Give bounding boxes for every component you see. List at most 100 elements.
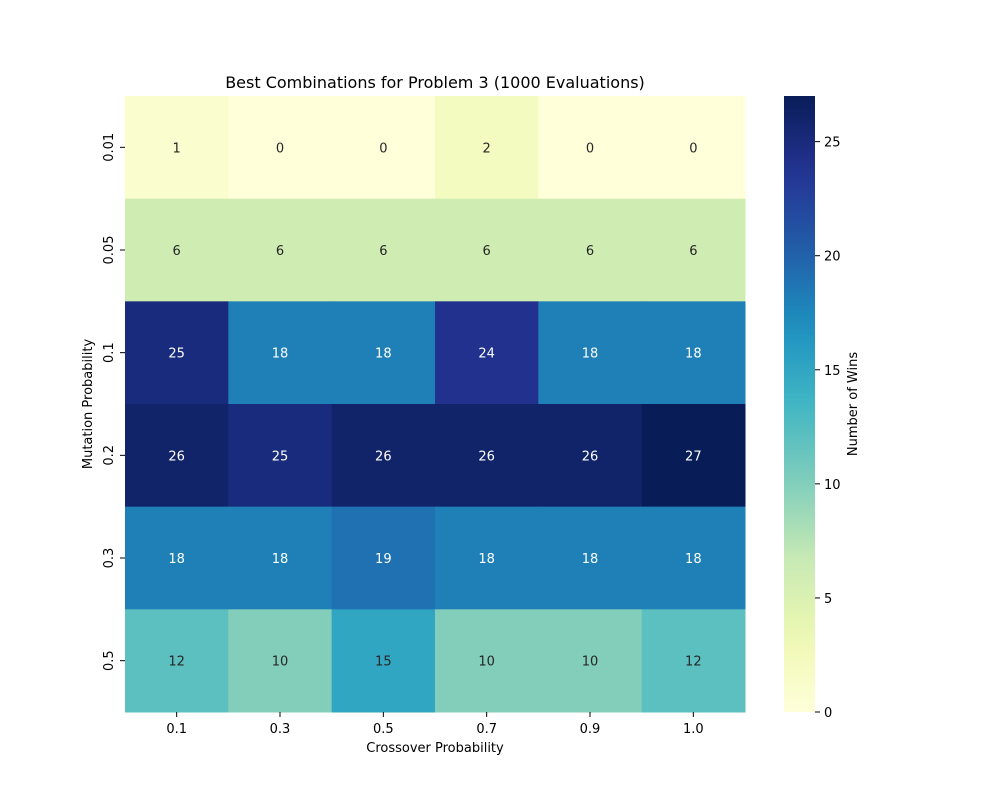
colorbar-tick-label: 15 [824, 364, 841, 379]
x-tick-label: 0.1 [166, 722, 187, 737]
heatmap-cell [538, 506, 643, 610]
cell-value-label: 15 [375, 655, 392, 670]
cell-value-label: 0 [586, 141, 594, 156]
heatmap-cell [331, 609, 436, 713]
heatmap-cell [125, 609, 229, 713]
heatmap-cell [641, 198, 746, 302]
cell-value-label: 2 [483, 141, 491, 156]
y-tick-label: 0.3 [102, 548, 117, 569]
cell-value-label: 6 [483, 244, 491, 259]
x-tick-label: 0.3 [270, 722, 291, 737]
x-tick-label: 0.7 [476, 722, 497, 737]
cell-value-label: 10 [582, 655, 599, 670]
heatmap-cell [331, 301, 436, 405]
heatmap-cell [125, 404, 229, 508]
cell-value-label: 18 [272, 552, 289, 567]
heatmap-cell [228, 609, 333, 713]
cell-value-label: 6 [379, 244, 387, 259]
heatmap-cell [641, 301, 746, 405]
cell-value-label: 19 [375, 552, 392, 567]
heatmap-cell [125, 96, 229, 200]
y-tick-label: 0.01 [102, 133, 117, 162]
cell-value-label: 18 [272, 347, 289, 362]
y-tick-label: 0.2 [102, 445, 117, 466]
cell-value-label: 12 [685, 655, 702, 670]
colorbar [784, 96, 815, 712]
cell-value-label: 6 [276, 244, 284, 259]
cell-value-label: 25 [168, 347, 185, 362]
heatmap-cell [435, 198, 539, 302]
cell-value-label: 0 [689, 141, 697, 156]
x-tick-label: 0.9 [580, 722, 601, 737]
heatmap-cell [435, 96, 539, 200]
heatmap-cell [331, 506, 436, 610]
cell-value-label: 0 [276, 141, 284, 156]
x-axis-ticks: 0.1 0.3 0.5 0.7 0.9 1.0 [166, 712, 704, 737]
heatmap-cell [228, 301, 333, 405]
heatmap-cell [538, 301, 643, 405]
cell-value-label: 18 [375, 347, 392, 362]
heatmap-cell [641, 404, 746, 508]
heatmap-cell [538, 404, 643, 508]
heatmap-cell [641, 506, 746, 610]
cell-value-label: 25 [272, 449, 289, 464]
heatmap-cell [125, 198, 229, 302]
heatmap-cell [125, 506, 229, 610]
heatmap-cell [331, 404, 436, 508]
cell-value-label: 10 [478, 655, 495, 670]
heatmap-cell [538, 96, 643, 200]
y-axis-label: Mutation Probability [81, 339, 96, 470]
cell-value-label: 12 [168, 655, 185, 670]
colorbar-tick-label: 25 [824, 136, 841, 151]
heatmap-cell [538, 198, 643, 302]
cell-value-label: 6 [586, 244, 594, 259]
y-tick-label: 0.1 [102, 342, 117, 363]
cell-value-label: 26 [478, 449, 495, 464]
cell-value-label: 18 [685, 347, 702, 362]
heatmap-cells [125, 96, 746, 713]
cell-value-label: 24 [478, 347, 495, 362]
heatmap-cell [331, 96, 436, 200]
chart-title: Best Combinations for Problem 3 (1000 Ev… [225, 73, 645, 92]
cell-value-label: 10 [272, 655, 289, 670]
x-axis-label: Crossover Probability [366, 741, 504, 756]
cell-value-label: 6 [173, 244, 181, 259]
heatmap-cell [228, 96, 333, 200]
heatmap-cell [331, 198, 436, 302]
x-tick-label: 0.5 [373, 722, 394, 737]
cell-value-label: 26 [582, 449, 599, 464]
heatmap-cell [125, 301, 229, 405]
heatmap-cell [228, 404, 333, 508]
cell-value-label: 18 [168, 552, 185, 567]
cell-value-label: 18 [478, 552, 495, 567]
heatmap-cell [538, 609, 643, 713]
cell-value-label: 18 [582, 347, 599, 362]
cell-value-label: 18 [582, 552, 599, 567]
cell-value-label: 27 [685, 449, 702, 464]
cell-value-label: 26 [375, 449, 392, 464]
heatmap-cell [228, 198, 333, 302]
colorbar-tick-label: 5 [824, 592, 832, 607]
heatmap-cell [435, 301, 539, 405]
colorbar-label: Number of Wins [846, 352, 861, 456]
heatmap-cell [641, 609, 746, 713]
cell-value-label: 18 [685, 552, 702, 567]
heatmap-cell [435, 404, 539, 508]
heatmap-cell [228, 506, 333, 610]
colorbar-tick-label: 20 [824, 250, 841, 265]
y-tick-label: 0.05 [102, 236, 117, 265]
heatmap-cell [435, 506, 539, 610]
cell-value-label: 1 [173, 141, 181, 156]
heatmap-cell [641, 96, 746, 200]
cell-value-label: 0 [379, 141, 387, 156]
heatmap-cell [435, 609, 539, 713]
colorbar-tick-label: 0 [824, 706, 832, 721]
y-axis-ticks: 0.01 0.05 0.1 0.2 0.3 0.5 [102, 133, 125, 671]
colorbar-ticks: 0 5 10 15 20 25 [815, 136, 841, 721]
cell-value-label: 6 [689, 244, 697, 259]
colorbar-tick-label: 10 [824, 478, 841, 493]
cell-value-label: 26 [168, 449, 185, 464]
